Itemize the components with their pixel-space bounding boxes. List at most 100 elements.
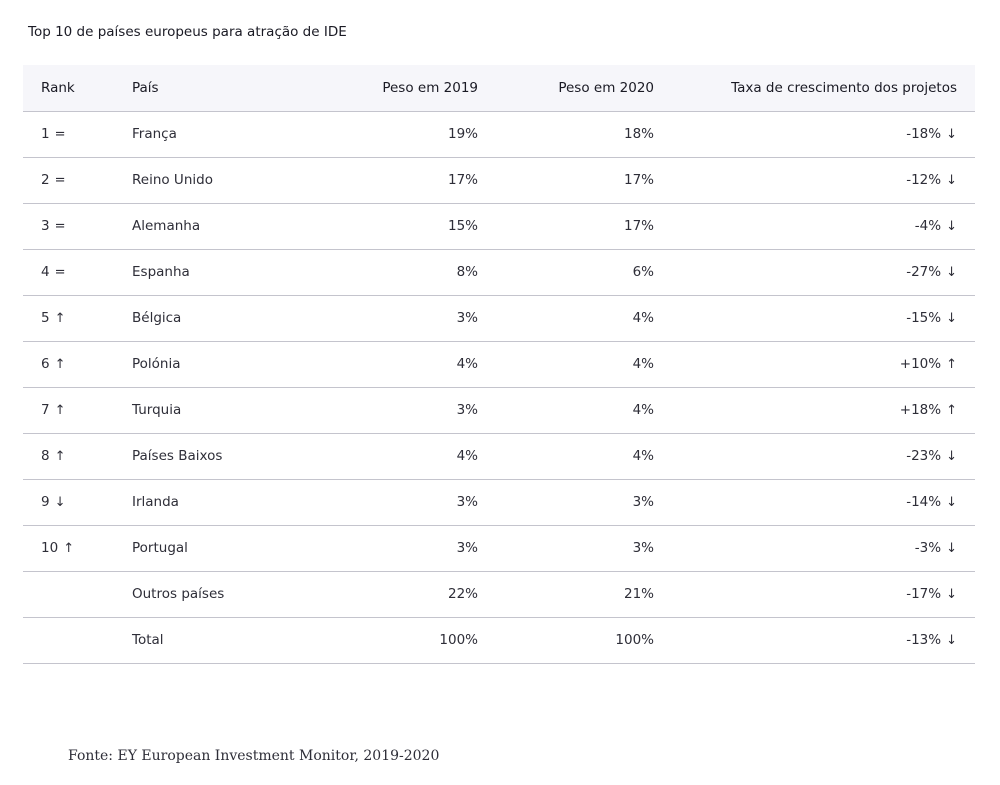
growth-rate-cell: -17% ↓ — [672, 571, 975, 618]
weight-2019-cell: 8% — [310, 249, 496, 296]
rank-cell: 3 = — [23, 203, 114, 250]
weight-2020-cell: 100% — [496, 617, 672, 664]
rank-up-arrow-icon: ↑ — [54, 357, 66, 372]
weight-2020-cell: 3% — [496, 479, 672, 526]
column-header-country: País — [114, 65, 310, 112]
country-cell: Portugal — [114, 525, 310, 572]
rank-cell: 6 ↑ — [23, 341, 114, 388]
rank-value: 3 — [41, 218, 50, 234]
rank-value: 9 — [41, 494, 50, 510]
country-cell: Total — [114, 617, 310, 664]
growth-rate-cell: -23% ↓ — [672, 433, 975, 480]
growth-down-arrow-icon: ↓ — [946, 265, 957, 280]
country-cell: Outros países — [114, 571, 310, 618]
weight-2020-cell: 3% — [496, 525, 672, 572]
growth-rate-cell: -12% ↓ — [672, 157, 975, 204]
growth-down-arrow-icon: ↓ — [946, 495, 957, 510]
country-cell: Países Baixos — [114, 433, 310, 480]
weight-2019-cell: 4% — [310, 433, 496, 480]
rank-value: 5 — [41, 310, 50, 326]
country-cell: Irlanda — [114, 479, 310, 526]
country-cell: Turquia — [114, 387, 310, 434]
weight-2019-cell: 4% — [310, 341, 496, 388]
rank-value: 4 — [41, 264, 50, 280]
growth-rate-value: +18% — [899, 402, 942, 418]
growth-rate-value: -4% — [914, 218, 942, 234]
rank-cell: 8 ↑ — [23, 433, 114, 480]
weight-2019-cell: 3% — [310, 525, 496, 572]
rank-unchanged-icon: = — [54, 219, 66, 234]
table-header-row: Rank País Peso em 2019 Peso em 2020 Taxa… — [23, 65, 975, 112]
growth-rate-value: +10% — [899, 356, 942, 372]
weight-2020-cell: 21% — [496, 571, 672, 618]
column-header-rank: Rank — [23, 65, 114, 112]
rank-cell: 4 = — [23, 249, 114, 296]
growth-up-arrow-icon: ↑ — [946, 357, 957, 372]
country-cell: Polónia — [114, 341, 310, 388]
rank-cell — [23, 617, 114, 664]
growth-rate-value: -17% — [906, 586, 942, 602]
growth-up-arrow-icon: ↑ — [946, 403, 957, 418]
growth-rate-cell: -15% ↓ — [672, 295, 975, 342]
growth-rate-value: -14% — [906, 494, 942, 510]
rank-unchanged-icon: = — [54, 173, 66, 188]
growth-down-arrow-icon: ↓ — [946, 633, 957, 648]
weight-2019-cell: 3% — [310, 295, 496, 342]
growth-rate-cell: +10% ↑ — [672, 341, 975, 388]
growth-rate-cell: -13% ↓ — [672, 617, 975, 664]
rank-cell: 5 ↑ — [23, 295, 114, 342]
rank-value: 6 — [41, 356, 50, 372]
growth-rate-cell: -27% ↓ — [672, 249, 975, 296]
rank-unchanged-icon: = — [54, 127, 66, 142]
table-body: 1 = França 19% 18% -18% ↓ 2 = Reino Unido 17% 17% -1… — [23, 111, 975, 664]
table-title: Top 10 de países europeus para atração d… — [28, 24, 347, 40]
rank-up-arrow-icon: ↑ — [54, 449, 66, 464]
growth-rate-value: -23% — [906, 448, 942, 464]
table-row: 2 = Reino Unido 17% 17% -12% ↓ — [23, 157, 975, 204]
rank-value: 1 — [41, 126, 50, 142]
weight-2019-cell: 3% — [310, 387, 496, 434]
rank-cell: 7 ↑ — [23, 387, 114, 434]
column-header-weight-2019: Peso em 2019 — [310, 65, 496, 112]
rank-up-arrow-icon: ↑ — [63, 541, 75, 556]
growth-rate-cell: -3% ↓ — [672, 525, 975, 572]
country-cell: Espanha — [114, 249, 310, 296]
weight-2019-cell: 22% — [310, 571, 496, 618]
weight-2020-cell: 4% — [496, 387, 672, 434]
column-header-growth-rate: Taxa de crescimento dos projetos — [672, 65, 975, 112]
rank-value: 10 — [41, 540, 59, 556]
rank-unchanged-icon: = — [54, 265, 66, 280]
country-cell: Reino Unido — [114, 157, 310, 204]
country-cell: França — [114, 111, 310, 158]
weight-2020-cell: 17% — [496, 203, 672, 250]
growth-rate-value: -3% — [914, 540, 942, 556]
table-row: 8 ↑ Países Baixos 4% 4% -23% ↓ — [23, 433, 975, 480]
weight-2019-cell: 100% — [310, 617, 496, 664]
weight-2019-cell: 17% — [310, 157, 496, 204]
growth-rate-value: -18% — [906, 126, 942, 142]
growth-down-arrow-icon: ↓ — [946, 449, 957, 464]
growth-rate-cell: -4% ↓ — [672, 203, 975, 250]
rank-value: 8 — [41, 448, 50, 464]
table-row: Outros países 22% 21% -17% ↓ — [23, 571, 975, 618]
rank-cell — [23, 571, 114, 618]
country-cell: Alemanha — [114, 203, 310, 250]
growth-rate-value: -27% — [906, 264, 942, 280]
rank-cell: 10 ↑ — [23, 525, 114, 572]
table-row: 10 ↑ Portugal 3% 3% -3% ↓ — [23, 525, 975, 572]
weight-2020-cell: 4% — [496, 341, 672, 388]
rank-value: 2 — [41, 172, 50, 188]
table-row: 9 ↓ Irlanda 3% 3% -14% ↓ — [23, 479, 975, 526]
growth-rate-value: -13% — [906, 632, 942, 648]
rank-up-arrow-icon: ↑ — [54, 311, 66, 326]
weight-2019-cell: 15% — [310, 203, 496, 250]
growth-rate-value: -12% — [906, 172, 942, 188]
weight-2020-cell: 4% — [496, 433, 672, 480]
growth-rate-cell: +18% ↑ — [672, 387, 975, 434]
weight-2019-cell: 19% — [310, 111, 496, 158]
table-row: 5 ↑ Bélgica 3% 4% -15% ↓ — [23, 295, 975, 342]
weight-2020-cell: 18% — [496, 111, 672, 158]
rank-cell: 2 = — [23, 157, 114, 204]
table-row: 6 ↑ Polónia 4% 4% +10% ↑ — [23, 341, 975, 388]
weight-2020-cell: 6% — [496, 249, 672, 296]
